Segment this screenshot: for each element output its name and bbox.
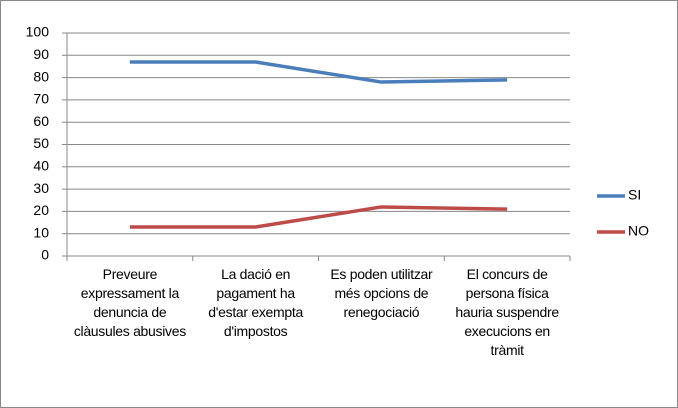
- series-line: [129, 205, 508, 229]
- y-tick-label: 20: [33, 202, 49, 218]
- y-tick-label: 60: [33, 113, 49, 129]
- y-tick-label: 30: [33, 180, 49, 196]
- x-tick-label: Preveure expressament la denuncia de clà…: [73, 266, 186, 339]
- series-line: [129, 60, 508, 84]
- x-tick-label: La dació en pagament ha d'estar exempta …: [208, 266, 303, 339]
- y-tick-label: 10: [33, 224, 49, 240]
- y-tick-label: 70: [33, 91, 49, 107]
- y-tick-label: 40: [33, 158, 49, 174]
- y-tick-label: 100: [26, 24, 50, 40]
- x-tick-label: Es poden utilitzar més opcions de renego…: [330, 266, 433, 320]
- x-tick-label: El concurs de persona física hauria susp…: [455, 266, 559, 358]
- y-tick-label: 50: [33, 135, 49, 151]
- legend-label: SI: [628, 187, 641, 203]
- legend-label: NO: [628, 223, 649, 239]
- y-tick-label: 90: [33, 46, 49, 62]
- y-tick-label: 0: [41, 247, 49, 263]
- y-tick-label: 80: [33, 68, 49, 84]
